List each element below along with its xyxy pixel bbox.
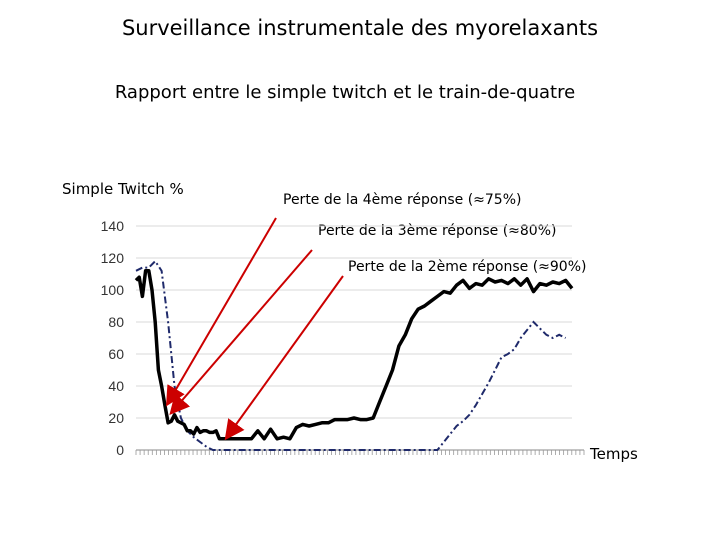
y-tick-label-80: 80 — [108, 314, 124, 330]
arrow-4th-response — [165, 217, 277, 407]
y-tick-label-100: 100 — [101, 282, 125, 298]
slide-title: Surveillance instrumentale des myorelaxa… — [121, 16, 599, 40]
y-tick-label-140: 140 — [101, 218, 125, 234]
x-axis-label: Temps — [590, 445, 638, 463]
series-dashed-line — [135, 259, 567, 451]
slide-subtitle: Rapport entre le simple twitch et le tra… — [114, 82, 576, 103]
annotation-4th-response: Perte de la 4ème réponse (≈75%) — [283, 192, 522, 208]
y-tick-label-40: 40 — [108, 378, 124, 394]
y-axis-label: Simple Twitch % — [62, 180, 184, 198]
y-tick-label-60: 60 — [108, 346, 124, 362]
y-tick-label-120: 120 — [101, 250, 125, 266]
y-tick-label-0: 0 — [116, 442, 124, 458]
arrow-2nd-response — [224, 275, 344, 441]
annotation-3rd-response: Perte de la 3ème réponse (≈80%) — [318, 223, 557, 239]
annotation-2nd-response: Perte de la 2ème réponse (≈90%) — [348, 259, 587, 275]
series-black-line — [134, 269, 574, 441]
y-tick-label-20: 20 — [108, 410, 124, 426]
arrow-3rd-response — [169, 249, 313, 416]
